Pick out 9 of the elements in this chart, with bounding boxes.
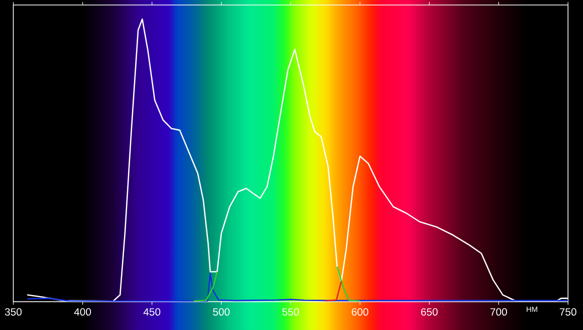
x-tick-label: 750 [560, 308, 576, 316]
x-tick-label: 650 [421, 308, 438, 316]
x-tick-label: 700 [490, 308, 507, 316]
x-tick-label: 500 [213, 308, 230, 316]
x-tick-label: 450 [143, 308, 160, 316]
x-tick-label: 550 [282, 308, 299, 316]
x-tick-label: 400 [74, 308, 91, 316]
x-tick-label: 600 [352, 308, 368, 316]
x-tick-label: 350 [4, 308, 22, 316]
